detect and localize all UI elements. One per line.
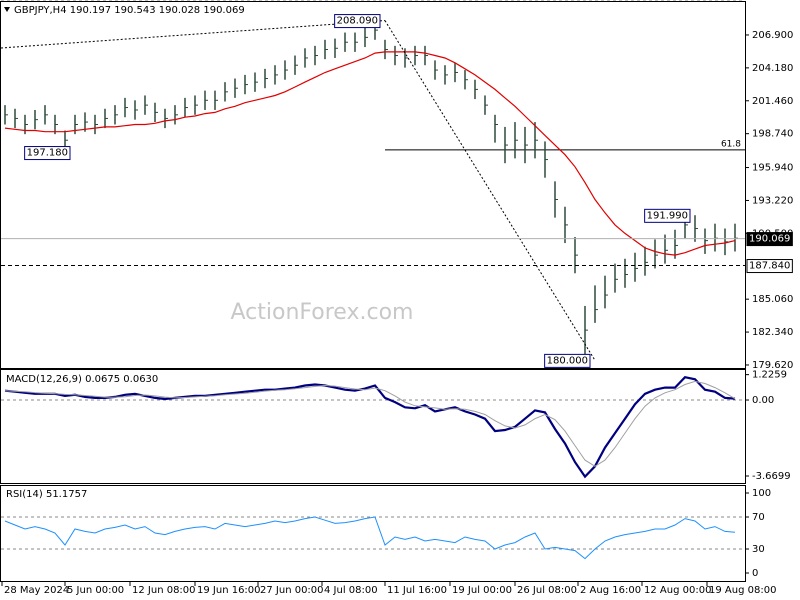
x-tick-label: 5 Jun 00:00 bbox=[67, 585, 124, 596]
series-line bbox=[4, 51, 736, 256]
x-tick-label: 26 Jul 08:00 bbox=[517, 585, 577, 596]
y-tick-label: 204.180 bbox=[752, 63, 793, 74]
panel-title: RSI(14) 51.1757 bbox=[6, 489, 87, 500]
y-tick-label: 1.2259 bbox=[752, 370, 787, 381]
panel-title: MACD(12,26,9) 0.0675 0.0630 bbox=[6, 374, 158, 385]
hline-label: 187.840 bbox=[749, 261, 790, 272]
trend-line bbox=[384, 20, 596, 361]
x-tick-label: 12 Aug 00:00 bbox=[644, 585, 711, 596]
hline-label: 190.069 bbox=[749, 234, 790, 245]
x-tick-label: 19 Jul 00:00 bbox=[452, 585, 512, 596]
x-tick-label: 28 May 2024 bbox=[4, 585, 69, 596]
label-box bbox=[334, 14, 381, 29]
y-tick-label: 70 bbox=[752, 512, 765, 523]
level-label: 191.990 bbox=[647, 210, 688, 221]
price-frame bbox=[0, 1, 746, 369]
series-line bbox=[4, 375, 736, 479]
y-tick-label: 0 bbox=[752, 568, 758, 579]
x-tick-label: 4 Jul 08:00 bbox=[324, 585, 378, 596]
series-line bbox=[4, 516, 736, 560]
rsi-frame bbox=[0, 485, 746, 582]
x-tick-label: 11 Jul 16:00 bbox=[387, 585, 447, 596]
level-label: 180.000 bbox=[547, 355, 588, 366]
level-label: 197.180 bbox=[27, 148, 68, 159]
y-tick-label: 0.00 bbox=[752, 395, 774, 406]
y-tick-label: 100 bbox=[752, 488, 771, 499]
y-tick-label: 179.620 bbox=[752, 360, 793, 371]
label-box bbox=[544, 353, 591, 368]
x-tick-label: 2 Aug 16:00 bbox=[580, 585, 641, 596]
y-tick-label: 182.340 bbox=[752, 327, 793, 338]
panel-title: GBPJPY,H4 190.197 190.543 190.028 190.06… bbox=[14, 5, 245, 16]
y-tick-label: 206.900 bbox=[752, 30, 793, 41]
trend-line bbox=[0, 20, 386, 49]
level-label: 208.090 bbox=[337, 16, 378, 27]
macd-frame bbox=[0, 369, 746, 484]
series-line bbox=[4, 380, 736, 467]
y-tick-label: -3.6699 bbox=[752, 471, 791, 482]
label-box bbox=[746, 232, 793, 247]
fib-label: 61.8 bbox=[721, 139, 741, 149]
label-box bbox=[644, 208, 691, 223]
y-tick-label: 30 bbox=[752, 544, 765, 555]
menu-triangle bbox=[4, 7, 10, 12]
y-tick-label: 198.740 bbox=[752, 129, 793, 140]
x-tick-label: 27 Jun 00:00 bbox=[260, 585, 324, 596]
watermark: ActionForex.com bbox=[231, 300, 414, 325]
x-tick-label: 19 Aug 08:00 bbox=[709, 585, 776, 596]
x-tick-label: 19 Jun 16:00 bbox=[197, 585, 261, 596]
y-tick-label: 185.060 bbox=[752, 294, 793, 305]
label-box bbox=[24, 146, 71, 161]
y-tick-label: 193.220 bbox=[752, 195, 793, 206]
y-tick-label: 195.940 bbox=[752, 163, 793, 174]
x-tick-label: 12 Jun 08:00 bbox=[132, 585, 196, 596]
y-tick-label: 201.460 bbox=[752, 96, 793, 107]
label-box bbox=[746, 259, 793, 274]
